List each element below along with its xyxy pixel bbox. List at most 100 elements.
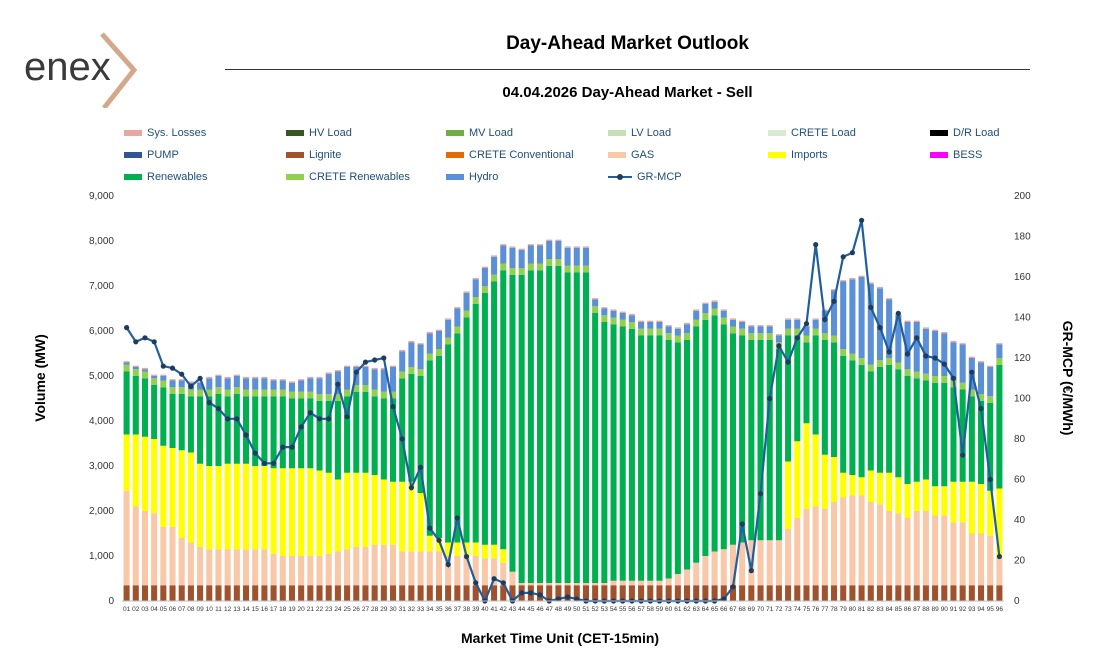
bar-segment — [546, 265, 553, 583]
bar-segment — [509, 247, 516, 268]
legend-label: MV Load — [469, 127, 514, 139]
bar-segment — [472, 279, 479, 298]
bar-segment — [178, 380, 185, 388]
mcp-point — [280, 444, 286, 450]
x-tick-label: 77 — [821, 606, 829, 613]
bar-segment — [371, 544, 378, 586]
legend-item: LV Load — [608, 126, 671, 140]
bar-segment — [932, 376, 939, 383]
mcp-point — [353, 369, 359, 375]
bar-segment — [362, 385, 369, 392]
x-tick-label: 17 — [270, 606, 278, 613]
bar-segment — [215, 585, 222, 601]
bar-segment — [867, 470, 874, 502]
mcp-point — [528, 590, 534, 596]
bar-segment — [867, 502, 874, 586]
bar-segment — [647, 320, 654, 322]
bar-segment — [831, 335, 838, 343]
bar-segment — [638, 320, 645, 322]
bar-segment — [987, 535, 994, 586]
mcp-point — [932, 355, 938, 361]
x-tick-label: 32 — [408, 606, 416, 613]
bar-segment — [684, 333, 691, 340]
bar-segment — [518, 268, 525, 275]
x-tick-label: 81 — [858, 606, 866, 613]
bar-segment — [748, 333, 755, 340]
bar-segment — [638, 580, 645, 586]
y2-tick-label: 0 — [1014, 596, 1020, 607]
bar-segment — [785, 585, 792, 601]
bar-segment — [831, 585, 838, 601]
bar-segment — [307, 585, 314, 601]
mcp-point — [831, 298, 837, 304]
x-tick-label: 60 — [665, 606, 673, 613]
bar-segment — [298, 379, 305, 381]
mcp-point — [923, 353, 929, 359]
bar-segment — [261, 389, 268, 397]
bar-segment — [886, 299, 893, 358]
bar-segment — [702, 319, 709, 556]
bar-segment — [380, 544, 387, 586]
mcp-point — [803, 321, 810, 327]
x-tick-label: 69 — [748, 606, 756, 613]
bar-segment — [720, 317, 727, 325]
bar-segment — [628, 328, 635, 581]
bar-segment — [555, 239, 562, 241]
bar-segment — [702, 585, 709, 601]
bar-segment — [472, 297, 479, 304]
bar-segment — [380, 479, 387, 545]
mcp-point — [500, 580, 506, 586]
bar-segment — [435, 329, 442, 331]
legend-item: CRETE Renewables — [286, 170, 410, 184]
bar-segment — [353, 547, 360, 586]
bar-segment — [886, 364, 893, 473]
bar-segment — [757, 326, 764, 334]
x-tick-label: 39 — [472, 606, 480, 613]
bar-segment — [546, 259, 553, 266]
bar-segment — [941, 376, 948, 383]
bar-segment — [252, 396, 259, 466]
bar-segment — [775, 349, 782, 541]
bar-segment — [123, 361, 130, 363]
bar-segment — [169, 585, 176, 601]
bar-segment — [261, 378, 268, 390]
bar-segment — [141, 369, 148, 372]
bar-segment — [325, 373, 332, 394]
bar-segment — [426, 353, 433, 361]
x-tick-label: 82 — [867, 606, 875, 613]
bar-segment — [151, 513, 158, 586]
bar-segment — [325, 472, 332, 554]
x-tick-label: 09 — [196, 606, 204, 613]
bar-segment — [858, 277, 865, 358]
bar-segment — [500, 270, 507, 550]
bar-segment — [757, 333, 764, 340]
bar-segment — [380, 391, 387, 399]
bar-segment — [592, 583, 599, 586]
x-tick-label: 90 — [941, 606, 949, 613]
bar-segment — [803, 585, 810, 601]
bar-segment — [270, 396, 277, 469]
bar-segment — [867, 371, 874, 471]
legend-item: GR-MCP — [608, 170, 682, 184]
bar-segment — [537, 263, 544, 271]
bar-segment — [996, 585, 1003, 601]
bar-segment — [592, 299, 599, 307]
bar-segment — [674, 574, 681, 586]
bar-segment — [325, 394, 332, 401]
bar-segment — [261, 466, 268, 550]
bar-segment — [592, 298, 599, 300]
bar-segment — [638, 585, 645, 601]
bar-segment — [261, 549, 268, 586]
bar-segment — [932, 329, 939, 331]
bar-segment — [959, 481, 966, 523]
mcp-point — [243, 432, 249, 438]
bar-segment — [243, 396, 250, 464]
bar-segment — [215, 466, 222, 550]
x-tick-label: 80 — [849, 606, 857, 613]
bar-segment — [233, 394, 240, 464]
x-tick-label: 03 — [141, 606, 149, 613]
bar-segment — [454, 307, 461, 309]
mcp-point — [491, 576, 497, 582]
bar-segment — [224, 378, 231, 390]
x-tick-label: 56 — [628, 606, 636, 613]
